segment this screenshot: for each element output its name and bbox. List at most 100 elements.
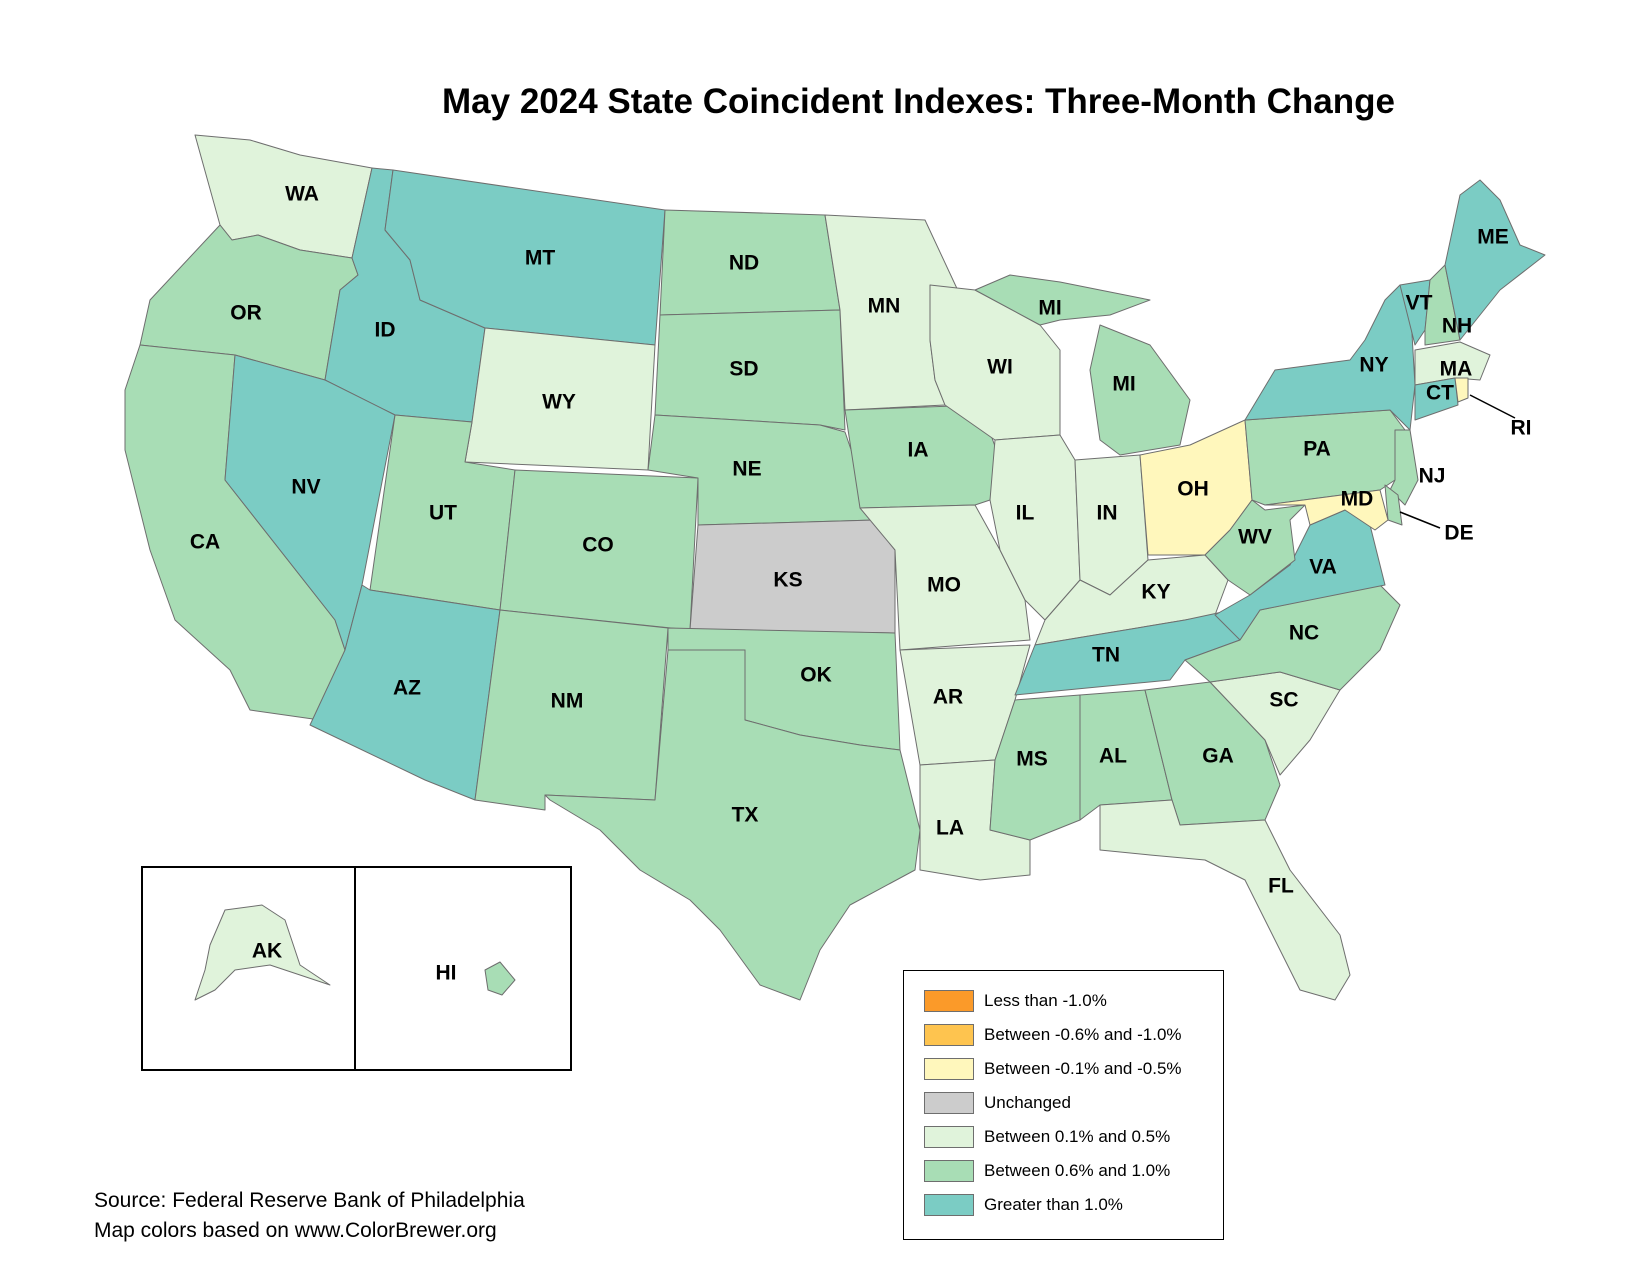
legend-swatch: [924, 1160, 974, 1182]
label-sc: SC: [1269, 689, 1298, 712]
label-ky: KY: [1141, 581, 1170, 604]
state-mi[interactable]: [1089, 324, 1191, 456]
label-sd: SD: [729, 358, 758, 381]
label-me: ME: [1477, 226, 1509, 249]
label-pa: PA: [1303, 438, 1331, 461]
legend-swatch: [924, 1092, 974, 1114]
state-me[interactable]: [1444, 179, 1546, 341]
label-az: AZ: [393, 677, 421, 700]
state-ak[interactable]: [194, 904, 331, 1001]
label-nj: NJ: [1419, 465, 1446, 488]
state-nj[interactable]: [1389, 429, 1419, 506]
state-ri[interactable]: [1454, 377, 1469, 403]
label-ny: NY: [1359, 354, 1388, 377]
label-mt: MT: [525, 247, 555, 270]
label-al: AL: [1099, 745, 1127, 768]
label-id: ID: [375, 319, 396, 342]
label-ca: CA: [190, 531, 220, 554]
state-de[interactable]: [1384, 484, 1403, 526]
label-ak: AK: [252, 940, 282, 963]
legend-label: Greater than 1.0%: [984, 1195, 1123, 1214]
legend-item: Between 0.6% and 1.0%: [924, 1159, 1170, 1183]
legend-swatch: [924, 1058, 974, 1080]
state-labels: WA OR CA ID NV MT WY UT AZ CO NM ND SD N…: [190, 183, 1532, 985]
leader-lines: [1399, 394, 1516, 529]
state-wv[interactable]: [1204, 499, 1306, 596]
legend-label: Between 0.6% and 1.0%: [984, 1161, 1171, 1180]
label-ms: MS: [1016, 748, 1048, 771]
map-title: May 2024 State Coincident Indexes: Three…: [442, 82, 1395, 121]
legend-item: Less than -1.0%: [924, 989, 1107, 1013]
ri-leader-line: [1469, 394, 1516, 419]
source-note: Source: Federal Reserve Bank of Philadel…: [94, 1186, 525, 1246]
legend-item: Greater than 1.0%: [924, 1193, 1123, 1217]
label-tn: TN: [1092, 644, 1120, 667]
state-shapes: [124, 134, 1546, 1001]
label-ok: OK: [800, 664, 832, 687]
label-nh: NH: [1442, 315, 1472, 338]
legend-swatch: [924, 1194, 974, 1216]
state-sd[interactable]: [654, 309, 846, 431]
legend-swatch: [924, 1126, 974, 1148]
label-tx: TX: [732, 804, 759, 827]
label-oh: OH: [1177, 478, 1209, 501]
label-wv: WV: [1238, 526, 1272, 549]
legend-item: Between 0.1% and 0.5%: [924, 1125, 1170, 1149]
label-ar: AR: [933, 686, 963, 709]
legend-label: Between -0.1% and -0.5%: [984, 1059, 1182, 1078]
state-ny[interactable]: [1244, 284, 1416, 431]
state-fl[interactable]: [1099, 799, 1351, 1001]
label-nm: NM: [551, 690, 584, 713]
label-vt: VT: [1406, 292, 1433, 315]
state-nh[interactable]: [1424, 264, 1461, 346]
label-wa: WA: [285, 183, 319, 206]
state-ct[interactable]: [1414, 377, 1459, 421]
state-md[interactable]: [1264, 489, 1389, 531]
legend-label: Unchanged: [984, 1093, 1071, 1112]
hawaii-inset-frame: [354, 866, 572, 1071]
state-wy[interactable]: [464, 327, 656, 471]
state-pa[interactable]: [1244, 409, 1406, 506]
alaska-inset-frame: [141, 866, 356, 1071]
label-ks: KS: [773, 569, 802, 592]
label-wy: WY: [542, 391, 576, 414]
de-leader-line: [1399, 511, 1441, 529]
label-ut: UT: [429, 502, 457, 525]
label-md: MD: [1341, 488, 1374, 511]
label-la: LA: [936, 817, 964, 840]
state-mt[interactable]: [384, 169, 666, 346]
label-or: OR: [230, 302, 262, 325]
legend-item: Between -0.6% and -1.0%: [924, 1023, 1182, 1047]
legend-item: Unchanged: [924, 1091, 1071, 1115]
legend-swatch: [924, 990, 974, 1012]
state-mi-upper[interactable]: [974, 274, 1151, 326]
state-mo[interactable]: [859, 504, 1031, 651]
label-mi-upper: MI: [1038, 297, 1061, 320]
legend-label: Between -0.6% and -1.0%: [984, 1025, 1182, 1044]
state-hi[interactable]: [484, 961, 516, 996]
label-mo: MO: [927, 574, 961, 597]
label-wi: WI: [987, 356, 1013, 379]
label-ma: MA: [1440, 358, 1473, 381]
label-nv: NV: [291, 476, 320, 499]
state-tx[interactable]: [544, 649, 921, 1001]
legend-swatch: [924, 1024, 974, 1046]
label-mi: MI: [1112, 373, 1135, 396]
label-il: IL: [1016, 502, 1035, 525]
label-in: IN: [1097, 502, 1118, 525]
label-de: DE: [1444, 522, 1473, 545]
legend-label: Less than -1.0%: [984, 991, 1107, 1010]
state-ks[interactable]: [689, 519, 896, 634]
label-ne: NE: [732, 458, 761, 481]
label-mn: MN: [868, 295, 901, 318]
label-ia: IA: [908, 439, 929, 462]
legend: Less than -1.0% Between -0.6% and -1.0% …: [903, 970, 1224, 1240]
label-ct: CT: [1426, 382, 1454, 405]
label-fl: FL: [1268, 875, 1294, 898]
legend-item: Between -0.1% and -0.5%: [924, 1057, 1182, 1081]
label-va: VA: [1309, 556, 1337, 579]
colorbrewer-line: Map colors based on www.ColorBrewer.org: [94, 1219, 497, 1242]
label-hi: HI: [436, 962, 457, 985]
label-nc: NC: [1289, 622, 1319, 645]
